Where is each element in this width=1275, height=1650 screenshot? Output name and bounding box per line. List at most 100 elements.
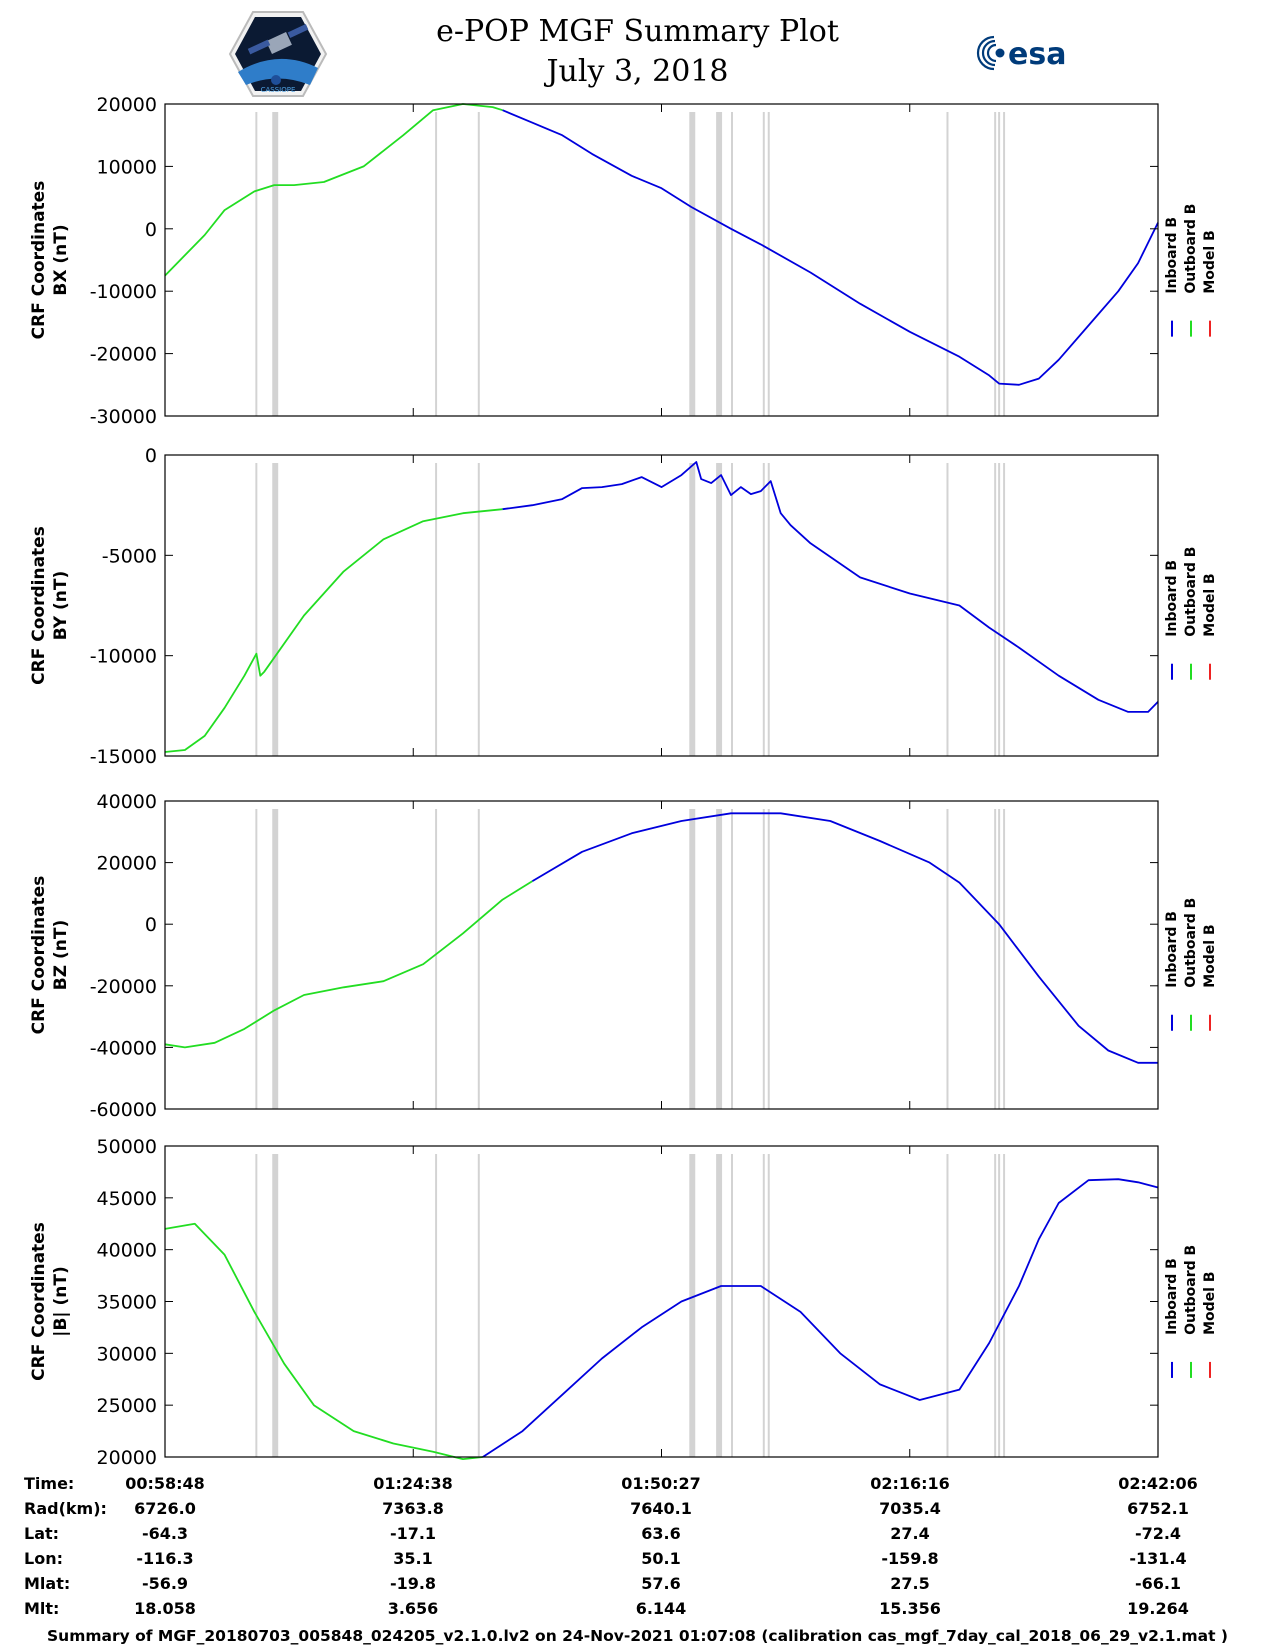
series-line-outboard-b: [164, 508, 503, 753]
gap-band: [731, 112, 733, 416]
gap-band: [731, 1154, 733, 1457]
gap-band: [994, 112, 997, 416]
gap-band: [1003, 112, 1006, 416]
info-row-value: 02:16:16: [870, 1474, 950, 1493]
gap-band: [731, 809, 733, 1109]
gap-band: [998, 1154, 1001, 1457]
legend-label: Model B: [1202, 1271, 1218, 1334]
gap-band: [716, 1154, 723, 1457]
chart-panel-1: 20000 10000 0 -10000 -20000 -30000 CRF Coordin…: [29, 94, 1218, 428]
y-axis-label-line2: BX (nT): [51, 224, 71, 295]
info-row-label: Mlat:: [24, 1574, 71, 1593]
y-axis-label: CRF Coordinates |B| (nT): [29, 1222, 71, 1381]
esa-logo: esa: [976, 35, 1066, 72]
plot-frame: [164, 800, 1159, 1110]
gap-band: [994, 1154, 997, 1457]
y-tick-label: 50000: [97, 1136, 157, 1158]
y-tick-label: -5000: [102, 545, 157, 567]
series-line-inboard-b: [531, 812, 1158, 1064]
esa-logo-text: esa: [1008, 37, 1066, 72]
gap-band: [1003, 809, 1006, 1109]
legend-label: Inboard B: [1164, 911, 1180, 988]
gap-band: [762, 463, 765, 756]
info-row-value: 35.1: [393, 1549, 433, 1568]
y-tick-label: -20000: [90, 976, 157, 998]
gap-band: [689, 112, 696, 416]
gap-band: [767, 112, 770, 416]
page-title: e-POP MGF Summary Plot: [436, 14, 839, 49]
info-row-value: -116.3: [136, 1549, 194, 1568]
y-tick-label: 0: [145, 445, 157, 467]
info-row-label: Rad(km):: [24, 1499, 107, 1518]
info-row-value: -19.8: [389, 1574, 437, 1593]
series-line-inboard-b: [502, 461, 1159, 713]
info-row-value: 27.5: [890, 1574, 930, 1593]
gap-band: [762, 1154, 765, 1457]
info-row-value: -56.9: [141, 1574, 189, 1593]
y-axis-label-line2: BZ (nT): [51, 920, 71, 990]
gap-band: [435, 1154, 438, 1457]
info-row-value: 19.264: [1127, 1599, 1189, 1618]
legend-label: Model B: [1202, 924, 1218, 987]
y-tick-label: 20000: [97, 94, 157, 116]
info-row-value: 7363.8: [382, 1499, 444, 1518]
y-tick-label: -10000: [90, 646, 157, 668]
gap-band: [767, 463, 770, 756]
gap-band: [994, 463, 997, 756]
y-tick-label: -30000: [90, 406, 157, 428]
gap-band: [1003, 463, 1006, 756]
info-row-value: 63.6: [641, 1524, 681, 1543]
info-row-value: 7640.1: [630, 1499, 692, 1518]
gap-band: [477, 1154, 480, 1457]
y-axis-label-line1: CRF Coordinates: [29, 876, 49, 1035]
legend-label: Inboard B: [1164, 217, 1180, 294]
info-row-value: 7035.4: [879, 1499, 941, 1518]
y-tick-label: 25000: [97, 1395, 157, 1417]
gap-band: [716, 809, 723, 1109]
info-row-value: -64.3: [141, 1524, 189, 1543]
y-tick-label: -10000: [90, 281, 157, 303]
gap-band: [716, 112, 723, 416]
y-axis-label-line1: CRF Coordinates: [29, 1222, 49, 1381]
y-axis-label-line1: CRF Coordinates: [29, 181, 49, 340]
y-tick-label: 0: [145, 914, 157, 936]
gap-band: [689, 463, 696, 756]
gap-band: [946, 1154, 949, 1457]
gap-band: [946, 463, 949, 756]
legend-label: Outboard B: [1183, 204, 1199, 294]
gap-band: [946, 809, 949, 1109]
chart-panel-3: 40000 20000 0 -20000 -40000 -60000 CRF Coordin…: [29, 791, 1218, 1121]
info-row-label: Mlt:: [24, 1599, 60, 1618]
gap-band: [435, 463, 438, 756]
gap-band: [272, 1154, 279, 1457]
page-subtitle-date: July 3, 2018: [546, 54, 729, 89]
y-tick-label: -15000: [90, 746, 157, 768]
y-tick-label: -60000: [90, 1099, 157, 1121]
plot-frame: [164, 103, 1159, 417]
series-line-outboard-b: [164, 1222, 483, 1460]
gap-band: [255, 463, 258, 756]
gap-band: [731, 463, 733, 756]
gap-band: [1003, 1154, 1006, 1457]
y-axis-label-line2: BY (nT): [51, 571, 71, 641]
y-axis-label: CRF Coordinates BZ (nT): [29, 876, 71, 1035]
info-row-value: -17.1: [389, 1524, 437, 1543]
gap-band: [689, 1154, 696, 1457]
gap-band: [767, 1154, 770, 1457]
y-tick-label: 20000: [97, 1447, 157, 1469]
y-tick-label: 35000: [97, 1292, 157, 1314]
gap-band: [716, 463, 723, 756]
plot-frame: [164, 1145, 1159, 1458]
gap-band: [998, 809, 1001, 1109]
info-row-value: -131.4: [1129, 1549, 1187, 1568]
series-line-inboard-b: [482, 1178, 1159, 1458]
info-row-label: Lon:: [24, 1549, 63, 1568]
info-row-value: -159.8: [881, 1549, 939, 1568]
info-row-value: 50.1: [641, 1549, 681, 1568]
legend-label: Inboard B: [1164, 560, 1180, 637]
info-row-value: 57.6: [641, 1574, 681, 1593]
y-tick-label: 20000: [97, 853, 157, 875]
gap-band: [435, 809, 438, 1109]
info-row-value: 00:58:48: [125, 1474, 205, 1493]
chart-panel-4: 50000 45000 40000 35000 30000 25000 20000 CRF C…: [29, 1136, 1218, 1469]
